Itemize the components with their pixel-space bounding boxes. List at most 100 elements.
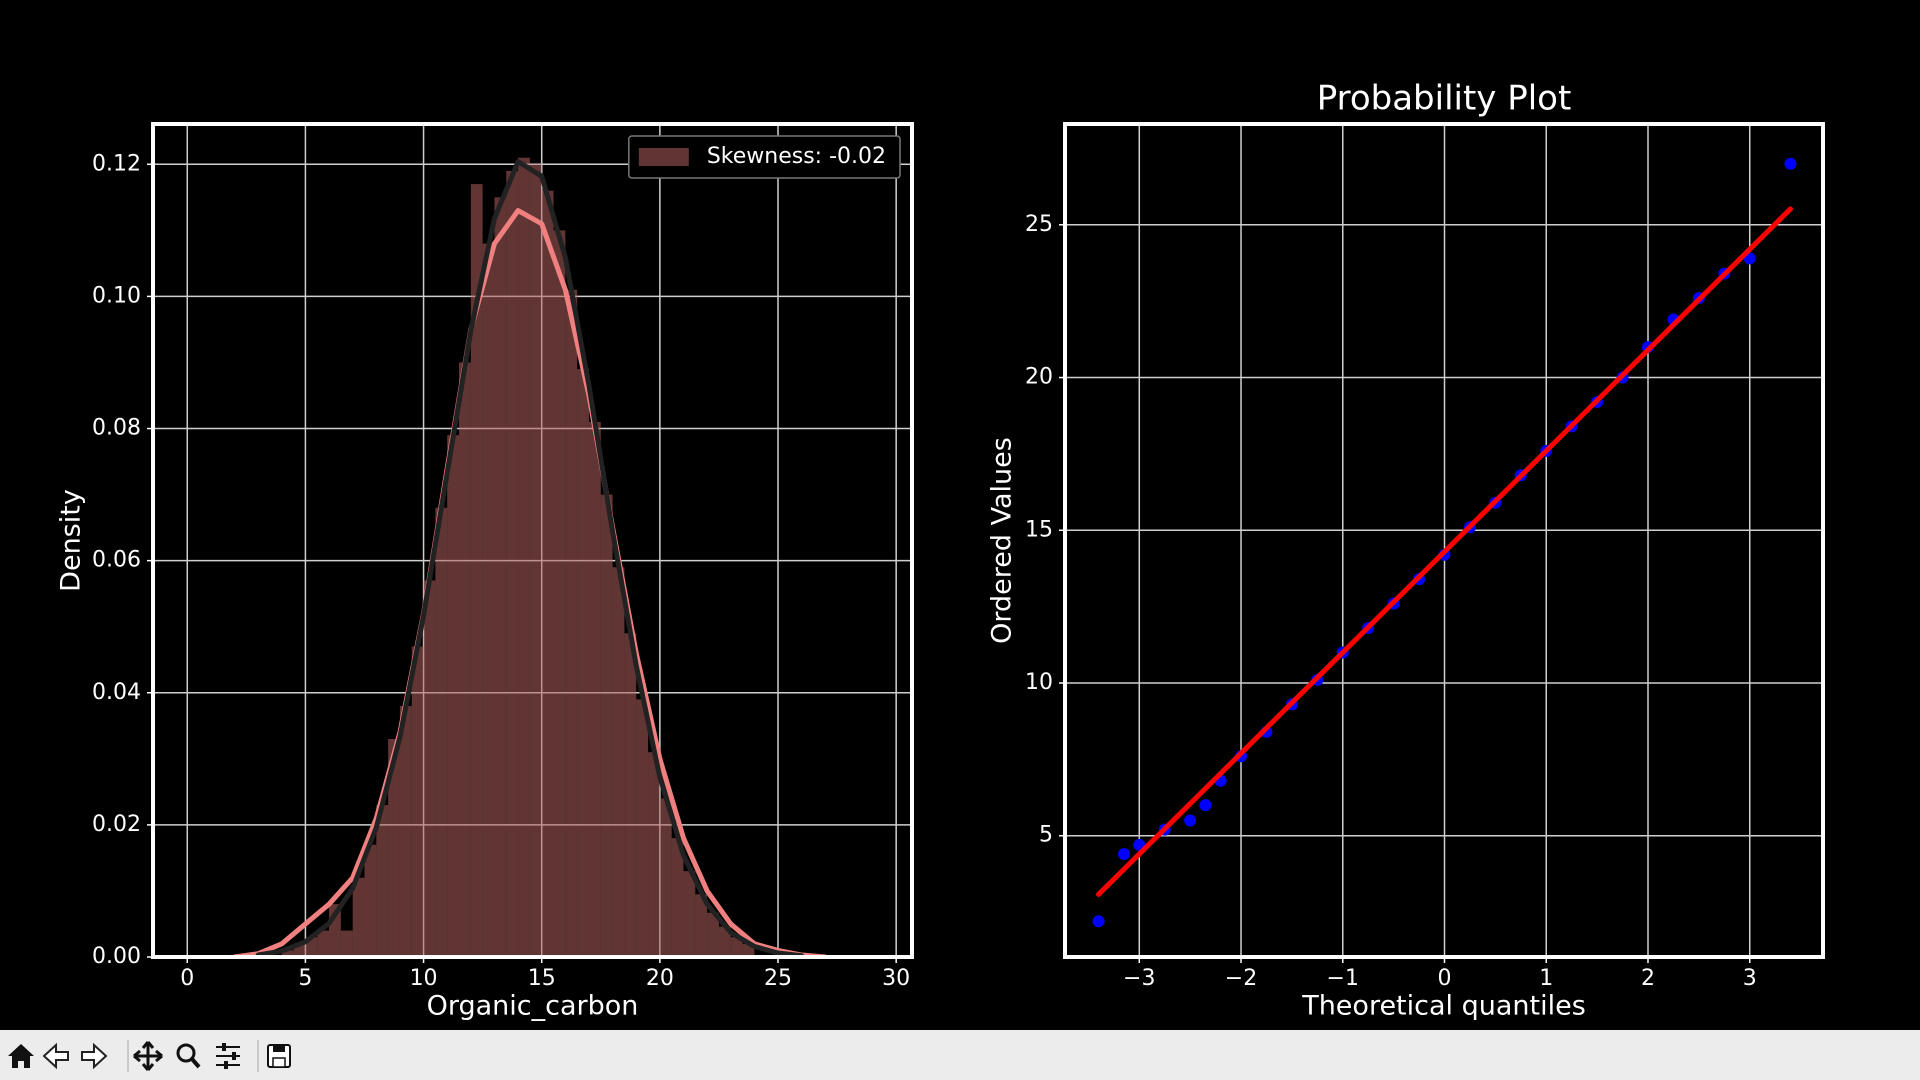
point xyxy=(1092,915,1105,928)
bar xyxy=(352,877,365,957)
bar xyxy=(340,930,353,957)
x-tick-label: 3 xyxy=(1743,966,1757,991)
point xyxy=(1118,848,1131,861)
axes: −3 −2 −1 0 1 2 3 5 10 15 20 25 Probability Plot Theor… xyxy=(987,79,1825,1022)
bar xyxy=(577,369,589,957)
bar xyxy=(447,435,460,957)
bar xyxy=(588,421,601,957)
bar xyxy=(506,170,519,957)
x-axis-label: Organic_carbon xyxy=(427,991,639,1022)
save-button[interactable] xyxy=(267,1044,291,1068)
y-tick-label: 25 xyxy=(1025,212,1053,237)
bar xyxy=(624,633,637,957)
x-tick-label: 20 xyxy=(646,966,674,991)
bar xyxy=(305,937,318,957)
bar xyxy=(518,157,530,957)
y-tick-label: 0.08 xyxy=(92,416,141,441)
x-tick-label: 25 xyxy=(764,966,792,991)
line xyxy=(1096,206,1793,897)
bar xyxy=(707,912,719,957)
legend: Skewness: -0.02 xyxy=(628,135,901,179)
axes: 0 5 10 15 20 25 30 0.00 0.02 0.04 0.06 0.08 0.10 0.12… xyxy=(56,122,914,1022)
point xyxy=(1184,814,1197,827)
bar xyxy=(529,164,542,957)
bar xyxy=(281,950,294,957)
legend-patch xyxy=(638,148,689,166)
y-tick-label: 0.12 xyxy=(92,151,141,176)
bar xyxy=(553,230,566,957)
bar xyxy=(612,567,625,957)
bar xyxy=(376,805,389,957)
x-tick-label: −1 xyxy=(1327,966,1359,991)
bar xyxy=(399,705,412,957)
y-tick-label: 15 xyxy=(1025,517,1053,542)
point xyxy=(1784,157,1797,170)
x-tick-label: 15 xyxy=(528,966,556,991)
pan-button[interactable] xyxy=(133,1041,163,1071)
zoom-button[interactable] xyxy=(176,1043,201,1069)
bar xyxy=(364,844,377,957)
bar xyxy=(636,699,649,957)
bar xyxy=(293,943,306,957)
legend-box xyxy=(628,135,901,179)
x-axis-label: Theoretical quantiles xyxy=(1301,991,1586,1022)
toolbar xyxy=(0,1030,1920,1080)
y-axis-label: Ordered Values xyxy=(987,437,1018,644)
x-tick-label: 2 xyxy=(1641,966,1655,991)
bar xyxy=(565,289,578,957)
bar xyxy=(718,926,731,957)
toolbar-bg xyxy=(0,1030,1920,1080)
bar xyxy=(317,930,330,957)
plot-area xyxy=(232,157,828,957)
bar xyxy=(482,243,495,957)
bar xyxy=(329,904,341,957)
bar xyxy=(730,937,743,957)
x-tick-label: 5 xyxy=(298,966,312,991)
y-tick-label: 5 xyxy=(1039,823,1053,848)
y-tick-label: 0.02 xyxy=(92,812,141,837)
bar xyxy=(541,190,554,957)
x-tick-label: 10 xyxy=(410,966,438,991)
bar xyxy=(470,184,483,957)
x-tick-label: −3 xyxy=(1123,966,1155,991)
spine xyxy=(151,122,914,959)
y-axis-label: Density xyxy=(56,489,87,592)
bar xyxy=(411,646,424,957)
home-button[interactable] xyxy=(8,1044,34,1068)
back-button[interactable] xyxy=(42,1042,69,1070)
bar xyxy=(648,752,660,957)
legend-label: Skewness: -0.02 xyxy=(707,144,886,169)
bar xyxy=(600,494,613,957)
forward-button[interactable] xyxy=(81,1042,108,1070)
y-tick-label: 10 xyxy=(1025,670,1053,695)
y-tick-label: 0.06 xyxy=(92,548,141,573)
y-tick-label: 0.10 xyxy=(92,283,141,308)
background xyxy=(0,0,1920,1030)
spine xyxy=(1063,122,1825,959)
bar xyxy=(671,838,684,957)
x-tick-label: 0 xyxy=(1438,966,1452,991)
y-tick-label: 20 xyxy=(1025,365,1053,390)
x-tick-label: 0 xyxy=(180,966,194,991)
chart-title: Probability Plot xyxy=(1317,79,1572,119)
bar xyxy=(494,197,507,957)
plot-area xyxy=(1092,157,1797,928)
point xyxy=(1199,799,1212,812)
bar xyxy=(742,943,755,957)
bar xyxy=(423,580,436,957)
x-tick-label: 1 xyxy=(1539,966,1553,991)
line xyxy=(255,159,805,957)
bar xyxy=(659,798,672,957)
bar xyxy=(435,507,448,957)
bar xyxy=(388,739,400,957)
x-tick-label: 30 xyxy=(882,966,910,991)
bar xyxy=(695,894,708,957)
x-tick-label: −2 xyxy=(1225,966,1257,991)
bar xyxy=(459,362,471,957)
line xyxy=(232,208,828,957)
configure-button[interactable] xyxy=(216,1043,240,1069)
bar xyxy=(683,871,696,957)
y-tick-label: 0.04 xyxy=(92,680,141,705)
